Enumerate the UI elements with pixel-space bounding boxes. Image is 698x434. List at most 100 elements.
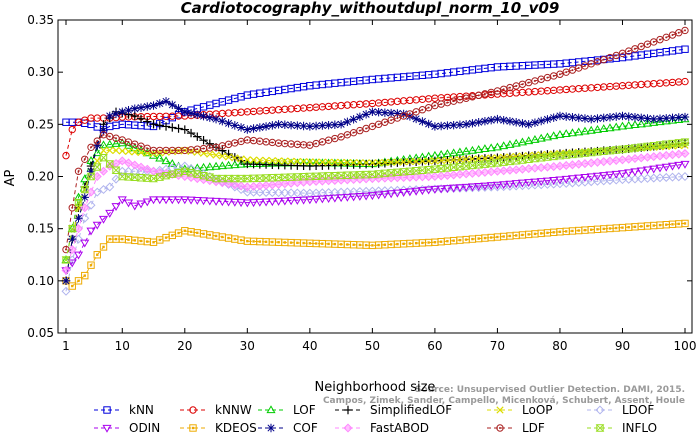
data-point: [80, 193, 89, 202]
data-point: [143, 117, 152, 126]
data-point: [330, 194, 340, 203]
data-point: [317, 188, 327, 198]
data-point: [461, 183, 471, 192]
data-point: [268, 157, 276, 165]
data-point: [455, 162, 465, 171]
y-tick-label: 0.15: [27, 222, 54, 236]
data-point: [493, 159, 502, 167]
data-point-dot: [602, 58, 605, 61]
data-point: [411, 114, 421, 124]
data-point-fill: [139, 239, 143, 243]
data-point: [461, 120, 471, 129]
data-point: [81, 271, 89, 280]
data-point: [511, 138, 521, 147]
data-point-fill: [158, 238, 161, 242]
data-point: [536, 133, 546, 142]
data-point: [624, 112, 633, 121]
data-point-dot: [565, 71, 568, 74]
data-point: [205, 197, 215, 206]
data-point-dot: [71, 206, 74, 209]
x-axis-label: Neighborhood size: [315, 380, 436, 395]
legend-item-kdeos: KDEOS: [180, 421, 257, 434]
data-point: [142, 164, 152, 174]
data-point: [193, 110, 202, 119]
legend-label: ODIN: [129, 421, 160, 434]
chart-title: Cardiotocography_withoutdupl_norm_10_v09: [181, 0, 560, 17]
data-point: [61, 256, 71, 264]
data-point-dot: [433, 104, 436, 107]
x-tick-label: 20: [177, 339, 192, 353]
data-point: [261, 187, 271, 197]
data-point: [549, 152, 559, 161]
data-point: [630, 174, 640, 184]
data-point: [480, 160, 490, 168]
legend-item-knn: kNN: [94, 403, 154, 417]
data-point: [636, 119, 646, 128]
legend-item-fastabod: FastABOD: [335, 421, 429, 434]
data-point: [80, 213, 90, 223]
data-point: [86, 167, 96, 176]
data-point: [587, 114, 596, 124]
legend-item-simplifiedlof: SimplifiedLOF: [335, 403, 452, 417]
data-point: [342, 187, 352, 197]
data-point: [680, 160, 690, 169]
data-point: [106, 146, 114, 155]
data-point: [392, 168, 402, 177]
data-point: [399, 173, 409, 183]
data-point: [149, 120, 158, 129]
data-point: [486, 143, 496, 152]
data-point: [167, 158, 177, 167]
data-point-fill: [302, 241, 305, 245]
data-point-dot: [546, 76, 549, 79]
data-point-dot: [596, 60, 599, 63]
data-point: [167, 196, 177, 205]
data-point: [217, 161, 227, 170]
data-point: [568, 149, 577, 157]
data-point-dot: [340, 135, 343, 138]
data-point-fill: [102, 245, 105, 249]
data-point-dot: [677, 31, 680, 34]
data-point-sides: [112, 167, 120, 174]
data-point-fill: [308, 242, 312, 245]
series-ldf: [62, 26, 689, 254]
data-point-fill: [133, 239, 136, 242]
data-point-dot: [96, 140, 99, 143]
data-point-fill: [427, 241, 430, 244]
data-point: [361, 110, 371, 119]
data-point: [211, 161, 221, 170]
data-point: [649, 114, 658, 124]
data-point: [574, 178, 584, 188]
data-point: [174, 124, 183, 133]
data-point: [630, 120, 640, 129]
data-point-fill: [608, 227, 612, 230]
data-point: [130, 104, 139, 113]
data-point-fill: [221, 235, 224, 239]
data-point: [593, 114, 602, 123]
data-point: [187, 147, 195, 155]
data-point-fill: [471, 237, 474, 241]
data-point: [637, 113, 646, 123]
data-point-dot: [608, 56, 611, 59]
data-point-dot: [408, 112, 411, 115]
data-point-dot: [502, 88, 505, 91]
data-point: [73, 192, 84, 201]
data-point-fill: [171, 234, 174, 237]
data-point-dot: [65, 248, 67, 251]
data-point: [99, 166, 109, 176]
data-point: [499, 141, 509, 150]
data-point-fill: [408, 242, 412, 245]
data-point: [337, 158, 345, 167]
data-point: [155, 99, 164, 108]
data-point: [180, 107, 189, 117]
data-point-fill: [177, 231, 180, 235]
data-point: [417, 187, 427, 196]
data-point: [336, 187, 346, 197]
data-point-fill: [565, 230, 568, 233]
x-tick-label: 50: [365, 339, 380, 353]
data-point: [492, 181, 502, 190]
data-point: [667, 172, 678, 182]
data-point-dot: [552, 74, 555, 77]
y-axis-label: AP: [3, 169, 18, 186]
data-point: [630, 113, 640, 122]
data-point-fill: [296, 241, 299, 245]
